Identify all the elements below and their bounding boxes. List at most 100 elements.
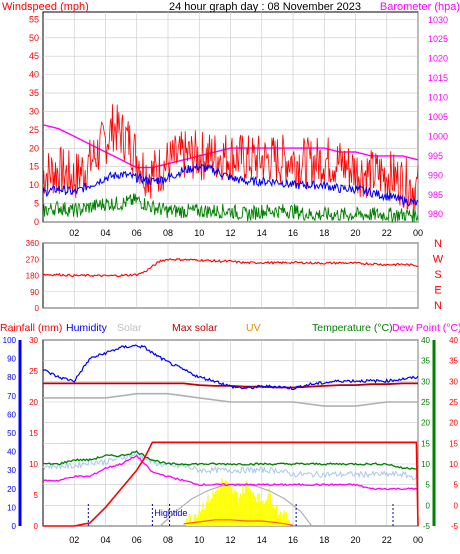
- wind-tick-label: 5: [34, 199, 39, 209]
- x-tick-label: 08: [163, 228, 173, 238]
- humidity-tick-label: 40: [7, 448, 16, 457]
- x-tick-label: 18: [319, 228, 329, 238]
- rain-tick-label: 0: [34, 522, 39, 531]
- chart-grid: [18, 12, 436, 527]
- panel3-label: Temperature (°C): [312, 322, 393, 334]
- dir-tick-label: 90: [30, 288, 39, 297]
- dew-tick-label: 20: [449, 419, 458, 428]
- rain-tick-label: 20: [29, 398, 38, 407]
- baro-tick-label: 1020: [428, 54, 448, 64]
- compass-label: E: [434, 285, 441, 297]
- dew-tick-label: 0: [454, 501, 459, 510]
- hightide-label: Hightide: [154, 508, 187, 518]
- panel3-label: Max solar: [172, 322, 218, 334]
- dew-tick-label: 15: [449, 439, 458, 448]
- wind-tick-label: 35: [29, 88, 39, 98]
- x-tick-label: 22: [382, 535, 392, 545]
- wind-tick-label: 40: [29, 70, 39, 80]
- x-tick-label: 06: [132, 535, 142, 545]
- panel3-label: Dew Point (°C): [392, 322, 460, 334]
- temp-tick-label: 15: [421, 439, 430, 448]
- x-tick-label: 18: [319, 535, 329, 545]
- dew-tick-label: 30: [449, 377, 458, 386]
- dew-tick-label: -5: [451, 522, 459, 531]
- x-tick-label: 06: [132, 228, 142, 238]
- humidity-tick-label: 10: [7, 503, 16, 512]
- compass-label: W: [433, 254, 444, 266]
- temp-tick-label: 10: [421, 460, 430, 469]
- series-uv: [183, 519, 294, 526]
- compass-label: N: [434, 238, 442, 250]
- panel3-label: UV: [246, 322, 261, 334]
- rain-tick-label: 30: [29, 336, 38, 345]
- wind-tick-label: 55: [29, 14, 39, 24]
- wind-tick-label: 10: [29, 180, 39, 190]
- temp-tick-label: -5: [423, 522, 431, 531]
- x-tick-label: 04: [100, 228, 110, 238]
- x-tick-label: 16: [288, 535, 298, 545]
- temp-tick-label: 20: [421, 419, 430, 428]
- humidity-tick-label: 100: [3, 336, 17, 345]
- series-temperature: [42, 449, 419, 470]
- temp-tick-label: 5: [426, 481, 431, 490]
- temp-tick-label: 25: [421, 398, 430, 407]
- rain-tick-label: 10: [29, 460, 38, 469]
- baro-tick-label: 1005: [428, 112, 448, 122]
- baro-tick-label: 1025: [428, 34, 448, 44]
- x-tick-label: 14: [257, 228, 267, 238]
- series-windavg: [42, 193, 419, 224]
- rain-tick-label: 25: [29, 367, 38, 376]
- humidity-tick-label: 20: [7, 485, 16, 494]
- baro-tick-label: 1010: [428, 93, 448, 103]
- x-tick-label: 16: [288, 228, 298, 238]
- baro-tick-label: 1000: [428, 131, 448, 141]
- humidity-tick-label: 60: [7, 410, 16, 419]
- x-tick-label: 10: [194, 535, 204, 545]
- x-tick-label: 20: [350, 228, 360, 238]
- chart-series: [42, 104, 419, 527]
- series-solar-level: [43, 392, 418, 407]
- wind-axis-label: Windspeed (mph): [2, 1, 89, 13]
- temp-tick-label: 35: [421, 357, 430, 366]
- x-tick-label: 02: [69, 228, 79, 238]
- baro-tick-label: 990: [428, 170, 443, 180]
- temp-tick-label: 30: [421, 377, 430, 386]
- dir-tick-label: 360: [26, 239, 40, 248]
- series-wind-direction: [42, 257, 419, 278]
- baro-tick-label: 1015: [428, 73, 448, 83]
- wind-tick-label: 45: [29, 51, 39, 61]
- humidity-tick-label: 80: [7, 373, 16, 382]
- humidity-tick-label: 0: [12, 522, 17, 531]
- humidity-tick-label: 50: [7, 429, 16, 438]
- wind-tick-label: 25: [29, 125, 39, 135]
- humidity-tick-label: 30: [7, 466, 16, 475]
- rain-tick-label: 5: [34, 491, 39, 500]
- x-tick-label: 14: [257, 535, 267, 545]
- dew-tick-label: 40: [449, 336, 458, 345]
- temp-tick-label: 40: [421, 336, 430, 345]
- humidity-tick-label: 70: [7, 392, 16, 401]
- x-tick-label: 08: [163, 535, 173, 545]
- x-tick-label: 12: [225, 535, 235, 545]
- dew-tick-label: 25: [449, 398, 458, 407]
- x-tick-label: 22: [382, 228, 392, 238]
- compass-label: S: [434, 269, 441, 281]
- series-max-solar-curve: [159, 483, 313, 527]
- baro-tick-label: 985: [428, 190, 443, 200]
- wind-tick-label: 50: [29, 33, 39, 43]
- baro-tick-label: 995: [428, 151, 443, 161]
- temp-tick-label: 0: [426, 501, 431, 510]
- x-tick-label: 02: [69, 535, 79, 545]
- x-tick-label: 12: [225, 228, 235, 238]
- rain-tick-label: 15: [29, 429, 38, 438]
- series-windspeed: [42, 163, 419, 207]
- x-tick-label: 04: [100, 535, 110, 545]
- baro-tick-label: 1030: [428, 15, 448, 25]
- series-rainfall: [43, 441, 419, 527]
- x-tick-label: 00: [413, 535, 423, 545]
- panel3-label: Solar: [117, 322, 142, 334]
- dir-tick-label: 270: [26, 255, 40, 264]
- dew-tick-label: 35: [449, 357, 458, 366]
